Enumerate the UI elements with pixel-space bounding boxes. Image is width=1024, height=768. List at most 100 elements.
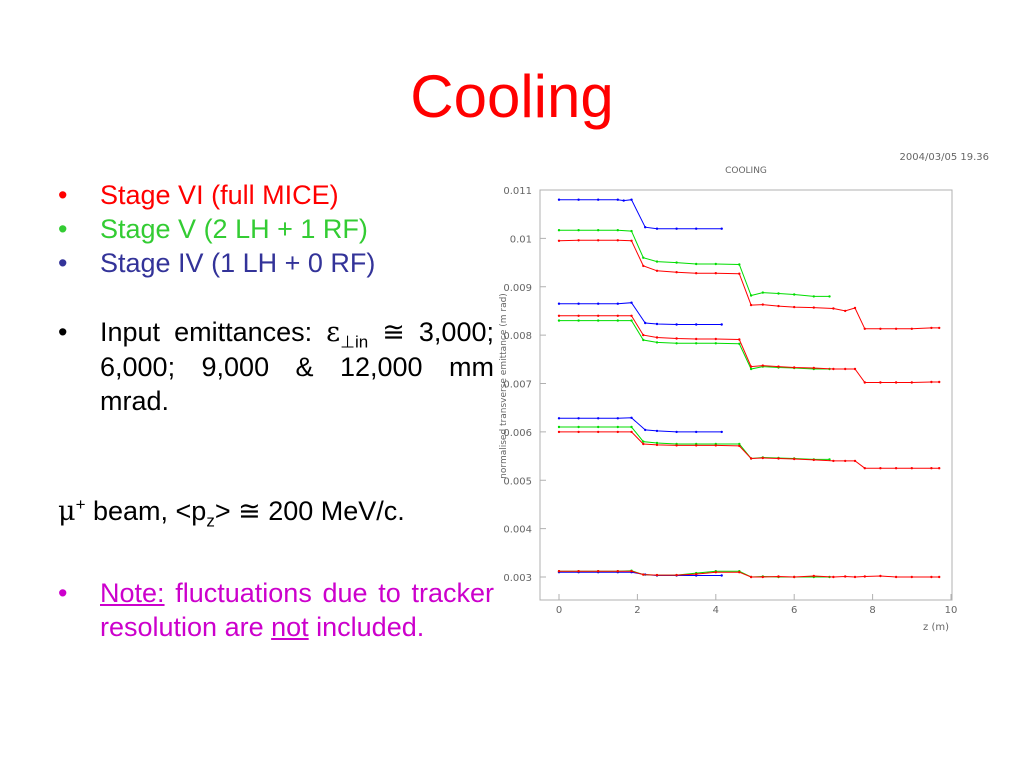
series-point-stage_vi	[749, 303, 753, 307]
series-point-stage_v	[793, 293, 796, 296]
series-point-stage_iv	[577, 302, 580, 305]
series-point-stage_vi	[675, 444, 678, 447]
series-point-stage_vi	[879, 381, 882, 384]
series-point-stage_vi	[853, 306, 857, 310]
beam-text-a: beam, <p	[85, 496, 207, 526]
series-point-stage_vi	[777, 457, 780, 460]
bullet-input-emittances: • Input emittances: ε⊥in ≅ 3,000; 6,000;…	[58, 315, 494, 418]
series-point-stage_vi	[930, 326, 933, 330]
series-point-stage_vi	[597, 570, 600, 573]
beam-line: μ+ beam, <pz> ≅ 200 MeV/c.	[58, 494, 405, 529]
series-point-stage_v	[714, 342, 717, 345]
series-point-stage_vi	[761, 364, 764, 367]
series-point-stage_v	[577, 425, 580, 429]
series-point-stage_vi	[714, 337, 717, 341]
series-point-stage_vi	[793, 575, 796, 579]
series-point-stage_vi	[844, 575, 847, 578]
series-point-stage_v	[597, 229, 600, 232]
series-point-stage_iv	[597, 302, 600, 305]
note-not: not	[271, 612, 309, 642]
series-point-stage_vi	[738, 444, 741, 448]
series-line-stage_v	[559, 320, 830, 370]
series-point-stage_vi	[749, 365, 753, 368]
input-prefix: Input emittances:	[100, 317, 327, 347]
slide-title: Cooling	[410, 63, 614, 130]
series-point-stage_vi	[844, 459, 847, 463]
bullet-text: Stage VI (full MICE)	[100, 180, 339, 210]
series-point-stage_vi	[642, 573, 645, 576]
series-point-stage_v	[738, 263, 741, 266]
series-point-stage_v	[642, 338, 645, 342]
series-point-stage_vi	[910, 575, 913, 579]
series-point-stage_iv	[557, 302, 561, 305]
series-point-stage_vi	[695, 572, 698, 576]
bullet-text: Stage V (2 LH + 1 RF)	[100, 214, 368, 244]
series-point-stage_vi	[557, 430, 561, 434]
series-point-stage_v	[695, 262, 698, 266]
bullet-marker: •	[58, 578, 68, 608]
bullet-marker: •	[58, 214, 68, 244]
series-point-stage_vi	[655, 443, 659, 447]
input-values: 3,000; 6,000; 9,000 & 12,000 mm mrad.	[100, 317, 494, 416]
series-point-stage_iv	[616, 417, 619, 420]
series-point-stage_v	[828, 458, 831, 461]
note-text-a: fluctuations due to tracker resolution a…	[100, 578, 494, 642]
bullet-stage-v: • Stage V (2 LH + 1 RF)	[58, 212, 494, 246]
chart-title: COOLING	[725, 166, 767, 176]
series-point-stage_v	[749, 294, 753, 297]
y-tick-label: 0.01	[510, 234, 532, 245]
series-point-stage_vi	[777, 304, 780, 308]
series-point-stage_vi	[793, 457, 796, 461]
series-point-stage_vi	[557, 314, 561, 317]
bullet-list: • Stage VI (full MICE) • Stage V (2 LH +…	[58, 178, 494, 418]
series-point-stage_v	[557, 229, 561, 232]
series-point-stage_vi	[597, 430, 600, 434]
series-point-stage_vi	[714, 272, 717, 275]
pz-subscript: z	[206, 511, 215, 531]
chart-date: 2004/03/05 19.36	[900, 152, 989, 163]
series-point-stage_vi	[675, 573, 678, 577]
series-line-stage_iv	[559, 417, 722, 433]
bullet-marker: •	[58, 248, 68, 278]
series-point-stage_v	[577, 229, 580, 232]
series-point-stage_vi	[761, 303, 764, 306]
series-point-stage_vi	[557, 570, 561, 573]
series-line-stage_vi	[559, 315, 940, 383]
series-point-stage_vi	[832, 367, 835, 371]
series-point-stage_vi	[655, 269, 659, 272]
series-point-stage_vi	[616, 314, 619, 317]
series-point-stage_vi	[749, 457, 753, 460]
note-text-b: included.	[308, 612, 425, 642]
series-point-stage_iv	[675, 323, 678, 326]
series-point-stage_v	[642, 440, 645, 443]
series-point-stage_vi	[675, 271, 678, 274]
series-point-stage_vi	[853, 575, 857, 579]
series-point-stage_vi	[642, 333, 645, 337]
series-point-stage_vi	[938, 380, 941, 384]
series-point-stage_iv	[695, 227, 698, 230]
series-point-stage_v	[557, 319, 561, 322]
y-tick-label: 0.009	[503, 283, 532, 294]
series-point-stage_v	[616, 319, 619, 322]
series-point-stage_iv	[655, 429, 659, 433]
series-point-stage_v	[616, 425, 619, 429]
series-point-stage_vi	[844, 309, 847, 313]
bullet-marker: •	[58, 317, 68, 347]
series-point-stage_v	[655, 260, 659, 263]
series-point-stage_vi	[695, 444, 698, 447]
series-point-stage_iv	[630, 198, 633, 201]
series-point-stage_vi	[655, 573, 659, 577]
series-point-stage_v	[738, 442, 741, 446]
series-point-stage_iv	[616, 302, 619, 305]
x-tick-label: 0	[556, 605, 562, 616]
series-point-stage_iv	[630, 301, 633, 304]
series-point-stage_v	[630, 229, 633, 233]
y-tick-label: 0.007	[503, 380, 532, 391]
series-point-stage_vi	[642, 264, 645, 268]
series-point-stage_vi	[879, 327, 882, 330]
bullet-stage-iv: • Stage IV (1 LH + 0 RF)	[58, 246, 494, 280]
series-point-stage_v	[714, 262, 717, 266]
series-point-stage_iv	[720, 323, 723, 326]
series-point-stage_v	[777, 292, 780, 295]
series-point-stage_vi	[894, 381, 898, 384]
